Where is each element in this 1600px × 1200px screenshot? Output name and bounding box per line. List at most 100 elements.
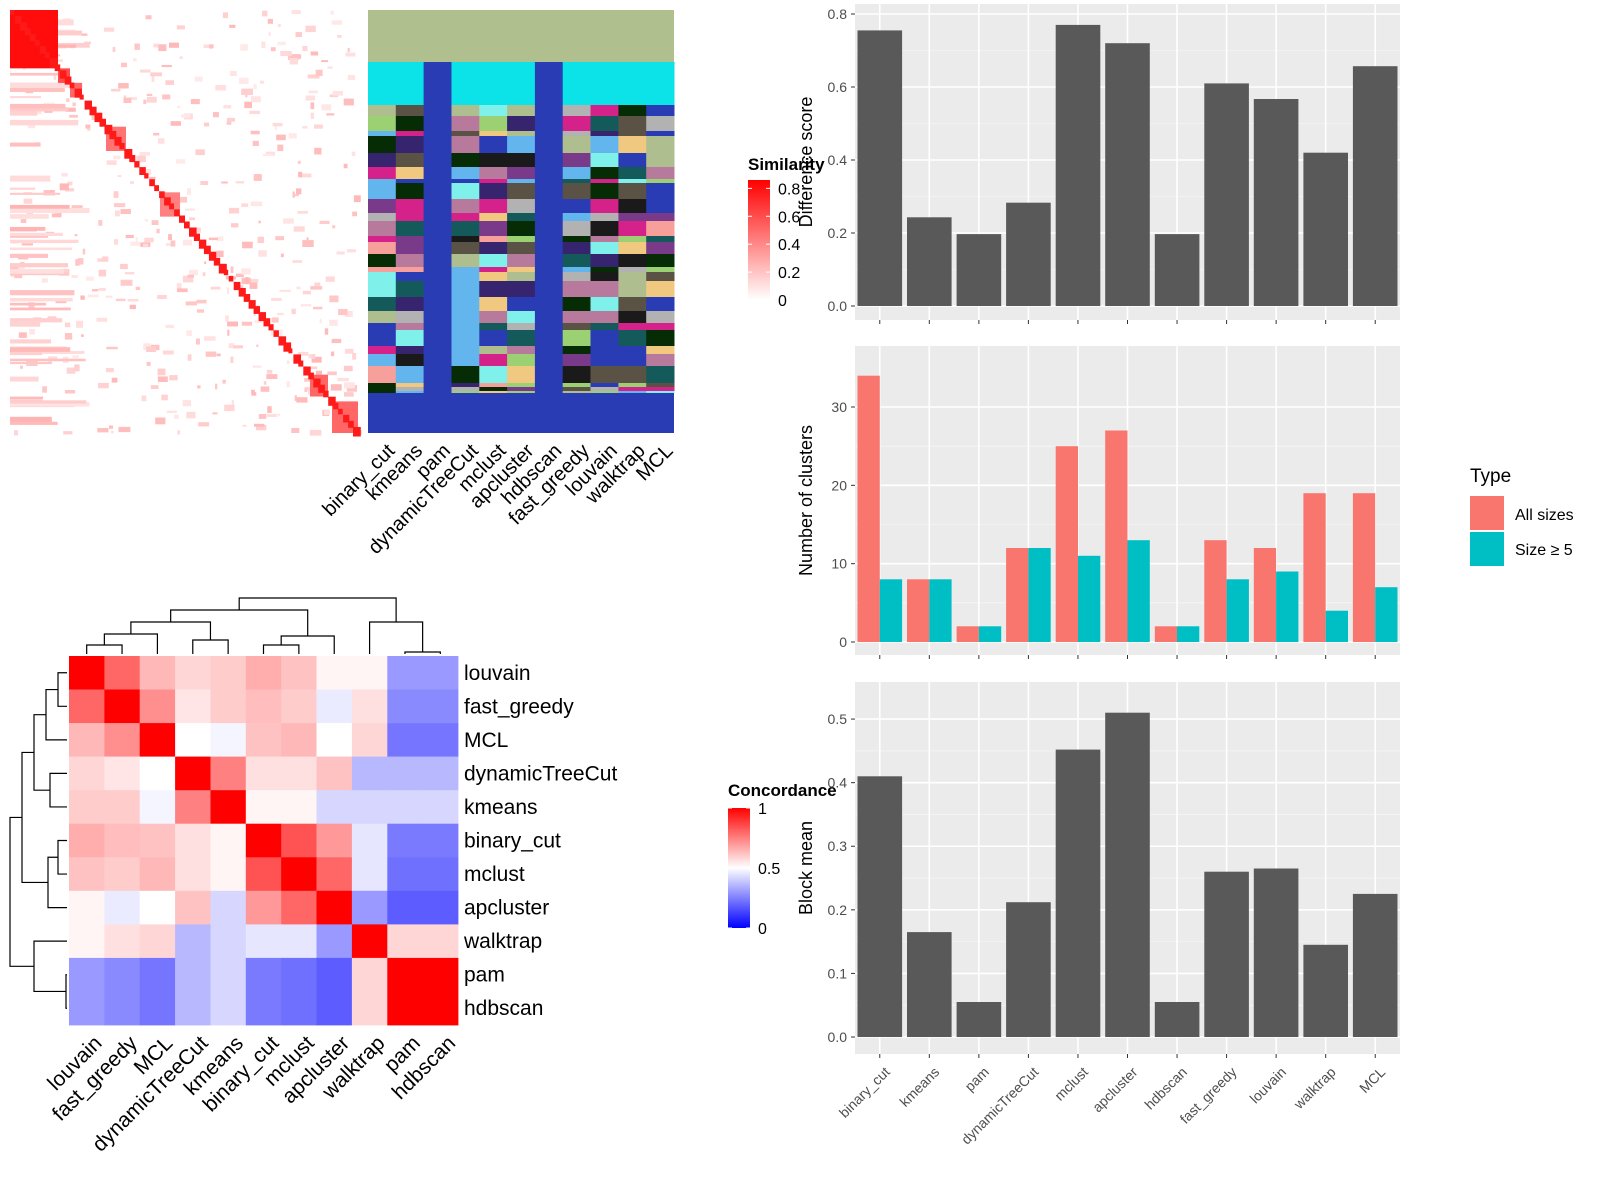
y-tick-label: 0.1 [828, 965, 848, 981]
annotation-column-labels: binary_cutkmeanspamdynamicTreeCutmclusta… [319, 440, 678, 559]
concordance-cell [245, 723, 282, 757]
concordance-cell [245, 689, 282, 724]
concordance-cell [422, 823, 459, 858]
concordance-cell [316, 991, 353, 1026]
concordance-cell [245, 790, 282, 825]
concordance-cell [387, 756, 424, 791]
bar-all-sizes [1055, 446, 1078, 642]
concordance-cell [175, 689, 211, 724]
concordance-cell [387, 656, 424, 690]
block-mean-chart: 0.0 0.1 0.2 0.3 0.4 0.5 Block mean [796, 682, 1400, 1058]
concordance-row-label: pam [464, 964, 505, 987]
bar [1204, 83, 1249, 307]
concordance-cell [139, 991, 176, 1026]
concordance-cell [422, 991, 459, 1026]
concordance-cell [139, 957, 176, 992]
bar [1253, 868, 1299, 1037]
concordance-cell [210, 656, 247, 690]
concordance-cell [351, 924, 388, 959]
bar-all-sizes [1105, 430, 1128, 642]
concordance-cell [387, 991, 424, 1026]
concordance-heatmap [69, 656, 459, 1026]
concordance-cell [139, 656, 176, 690]
y-tick-label: 0.6 [828, 79, 848, 95]
concordance-cell [281, 689, 317, 724]
bar-all-sizes [956, 626, 979, 642]
concordance-cell [69, 957, 105, 992]
bar [907, 217, 952, 306]
concordance-cell [422, 890, 459, 925]
bar-all-sizes [1253, 548, 1277, 642]
concordance-cell [210, 857, 247, 892]
concordance-cell [316, 689, 353, 724]
concordance-row-label: mclust [464, 863, 525, 886]
concordance-cell [245, 823, 282, 858]
bar-size5 [1325, 610, 1348, 642]
concordance-cell [316, 756, 353, 791]
concordance-cell [175, 723, 211, 757]
x-tick-label: MCL [1356, 1064, 1388, 1096]
x-tick-label: binary_cut [836, 1064, 893, 1121]
bar [1352, 893, 1398, 1037]
y-tick-label: 0.4 [828, 775, 848, 791]
concordance-cell [422, 756, 459, 791]
bar [1303, 944, 1348, 1037]
bar [1154, 1002, 1200, 1037]
concordance-cell [422, 957, 459, 992]
concordance-cell [210, 924, 247, 959]
concordance-cell [139, 689, 176, 724]
y-tick-label: 0.0 [828, 1029, 848, 1045]
number-of-clusters-chart: 0 10 20 30 Number of clusters [796, 346, 1400, 659]
concordance-cell [351, 857, 388, 892]
concordance-cell [139, 723, 176, 757]
concordance-cell [210, 756, 247, 791]
concordance-cell [210, 790, 247, 825]
concordance-cell [175, 957, 211, 992]
concordance-dendrogram [9, 597, 441, 1009]
bar [1253, 99, 1299, 306]
concordance-cell [69, 991, 105, 1026]
bar [1055, 24, 1101, 307]
y-tick-label: 30 [831, 399, 847, 415]
concordance-cell [139, 890, 176, 925]
bar-size5 [1028, 548, 1051, 642]
concordance-legend-tick: 0.5 [758, 861, 780, 878]
similarity-legend: Similarity 0 0.2 0.4 0.6 0.8 [748, 155, 825, 310]
concordance-cell [104, 656, 141, 690]
bar-all-sizes [1006, 548, 1029, 642]
difference-score-chart: 0.0 0.2 0.4 0.6 0.8 Difference score [796, 4, 1400, 324]
concordance-legend: Concordance 0 0.5 1 [728, 781, 837, 938]
y-tick-label: 0.2 [828, 225, 848, 241]
bar [1006, 902, 1051, 1037]
bar-size5 [978, 626, 1002, 642]
bar [1204, 871, 1249, 1037]
x-tick-label: mclust [1051, 1064, 1091, 1104]
concordance-cell [210, 723, 247, 757]
concordance-cell [316, 723, 353, 757]
concordance-cell [387, 924, 424, 959]
bar-all-sizes [1154, 626, 1178, 642]
concordance-row-label: MCL [464, 729, 508, 752]
y-tick-label: 0.5 [828, 711, 848, 727]
concordance-cell [387, 890, 424, 925]
similarity-legend-title: Similarity [748, 155, 825, 174]
bar-size5 [1276, 571, 1299, 642]
y-tick-label: 0 [839, 634, 847, 650]
concordance-cell [387, 957, 424, 992]
concordance-cell [210, 689, 247, 724]
x-tick-label: walktrap [1290, 1064, 1339, 1113]
bar-size5 [1375, 587, 1398, 642]
y-axis-title: Difference score [796, 97, 816, 228]
similarity-legend-tick: 0 [778, 293, 787, 310]
bar-size5 [1226, 579, 1249, 642]
bar-size5 [879, 579, 903, 642]
concordance-cell [351, 957, 388, 992]
bar-size5 [1127, 540, 1150, 642]
concordance-cell [281, 991, 317, 1026]
concordance-cell [175, 823, 211, 858]
concordance-cell [175, 991, 211, 1026]
concordance-cell [69, 924, 105, 959]
bar [956, 1002, 1002, 1037]
type-legend: Type All sizes Size ≥ 5 [1470, 466, 1574, 566]
bar [857, 776, 903, 1037]
